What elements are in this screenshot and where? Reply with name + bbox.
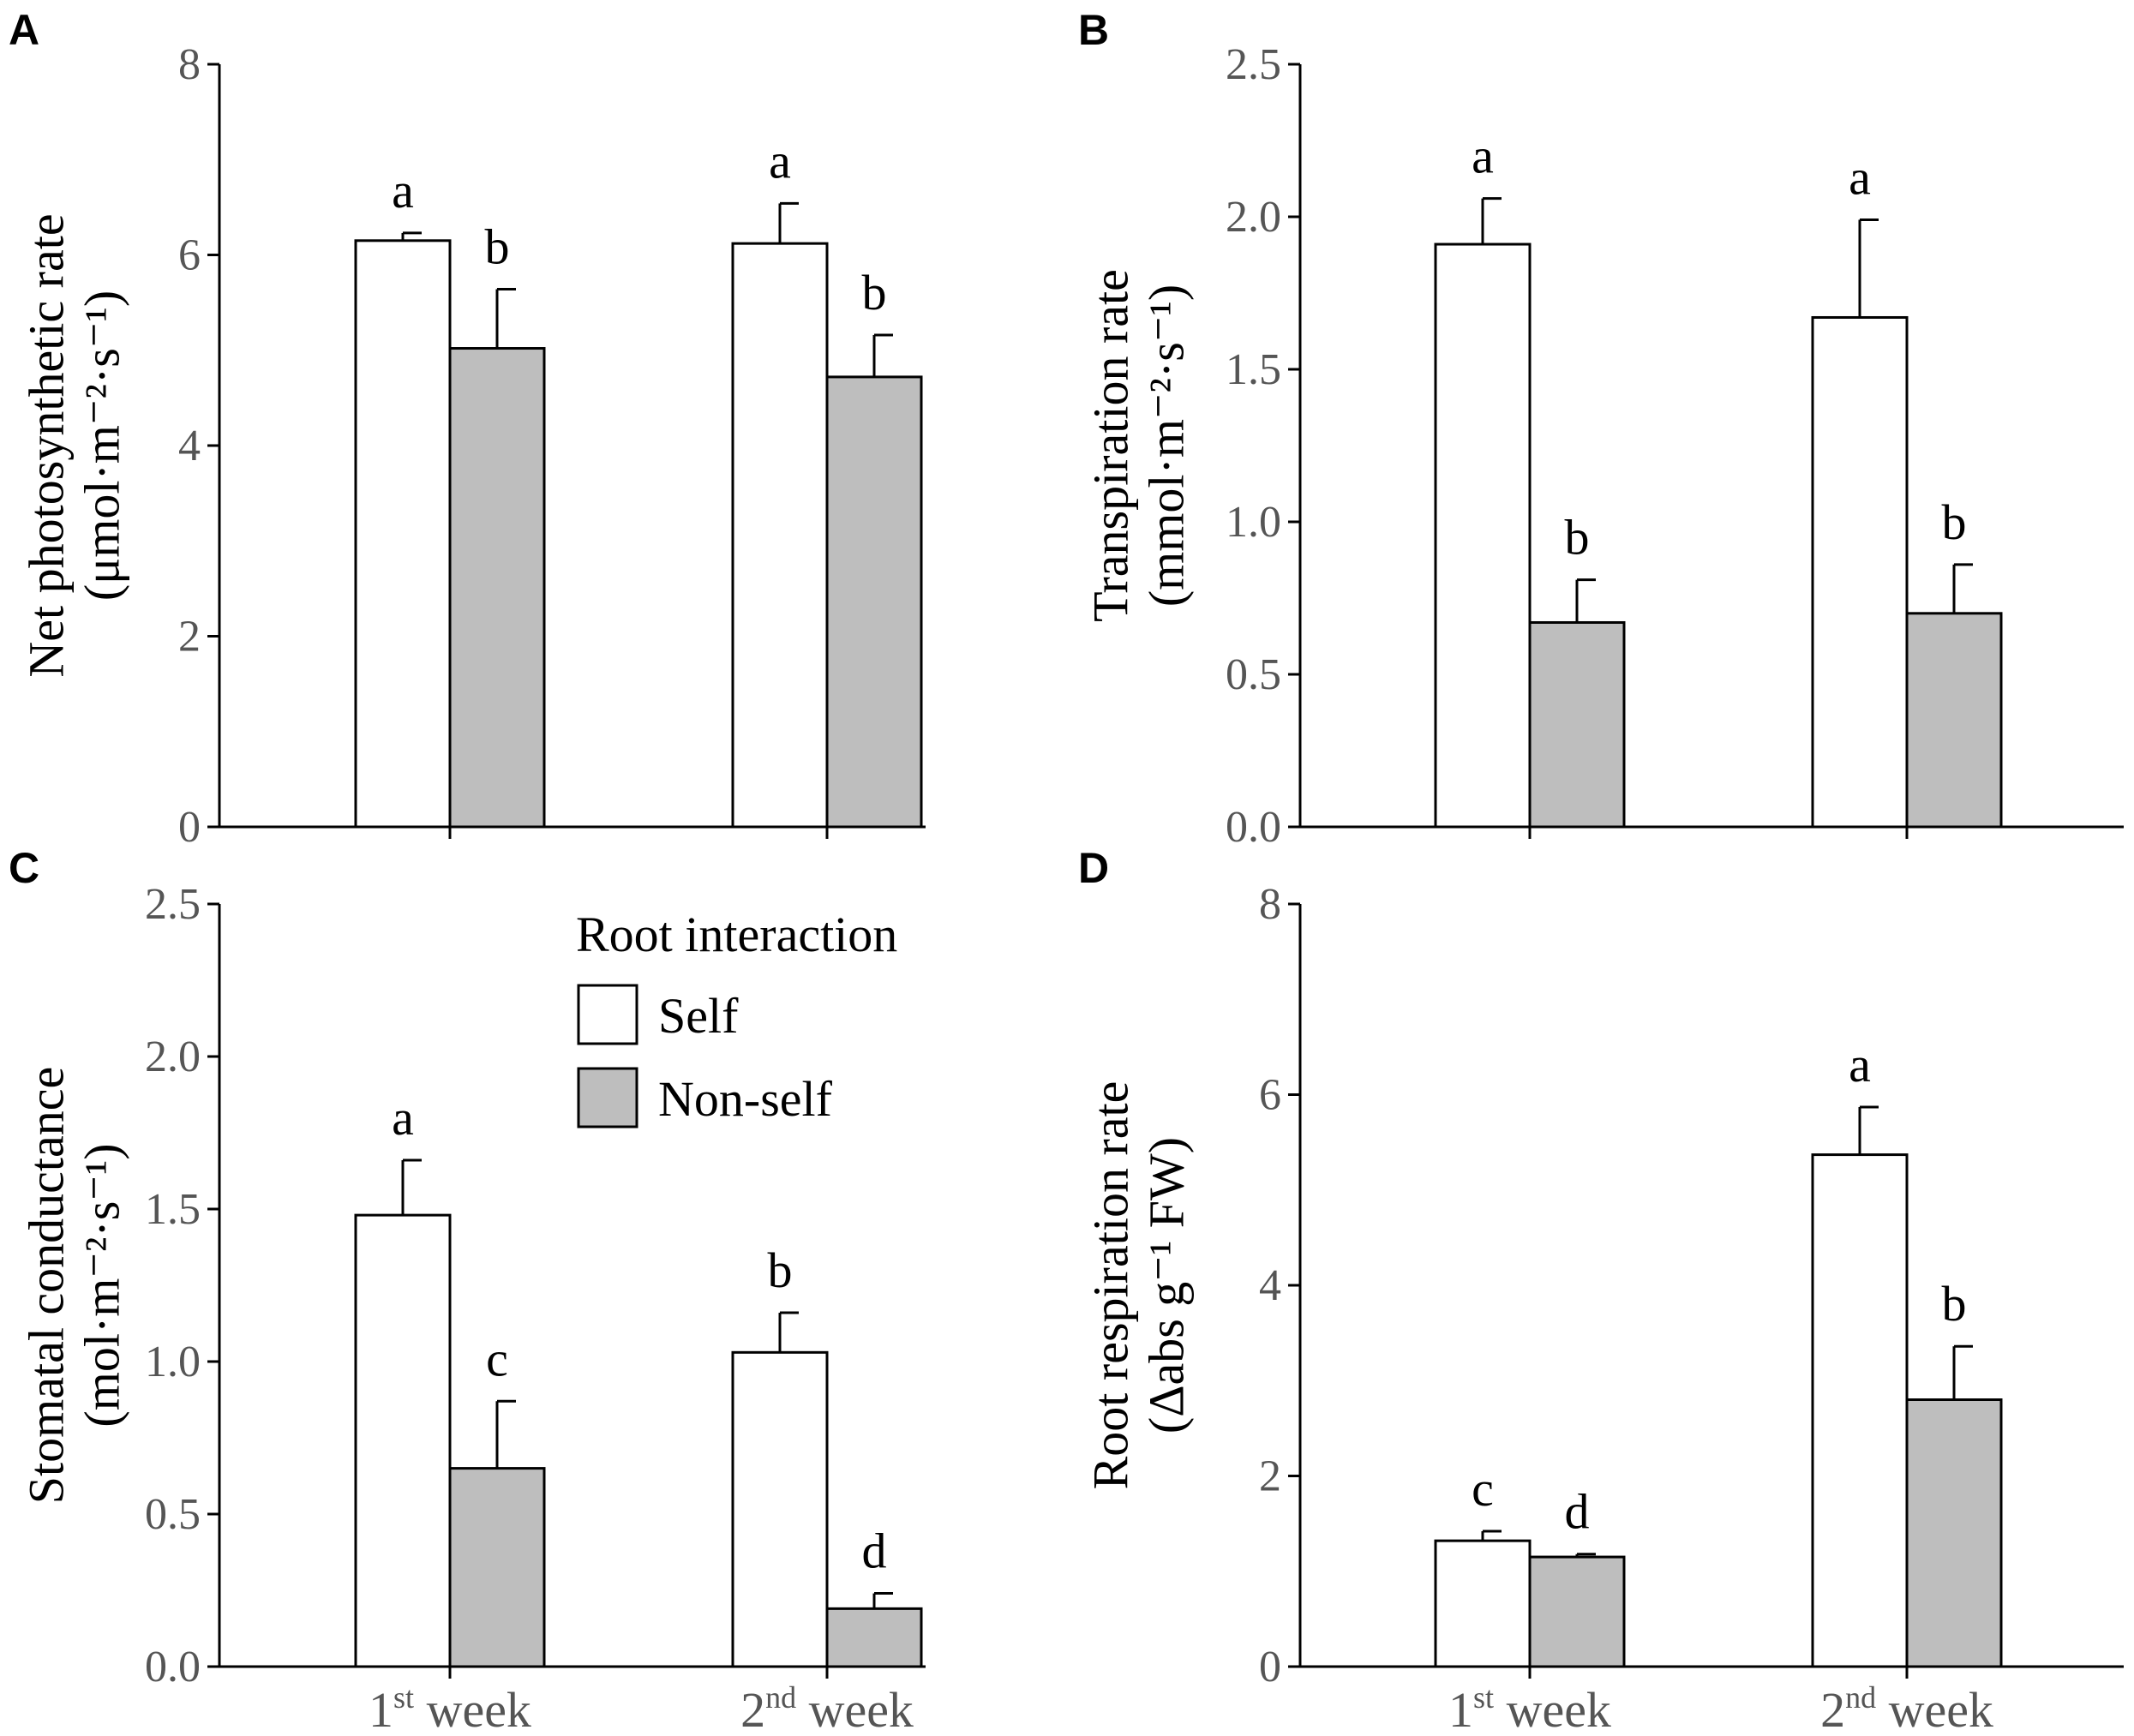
significance-letter: b bbox=[768, 1242, 793, 1298]
category-number: 1 bbox=[1448, 1682, 1473, 1736]
y-tick-label: 4 bbox=[178, 422, 201, 470]
bar-self bbox=[731, 1350, 829, 1668]
bar-self bbox=[1811, 315, 1909, 829]
y-axis-unit: (mmol·m⁻²·s⁻¹) bbox=[1138, 284, 1194, 607]
category-number: 2 bbox=[1820, 1682, 1845, 1736]
x-category-label: 1st week bbox=[369, 1680, 531, 1736]
legend-swatch-self bbox=[577, 984, 638, 1045]
panel-letter: B bbox=[1078, 6, 1109, 54]
bar-nonself bbox=[1528, 1555, 1626, 1668]
bar-self bbox=[354, 239, 452, 829]
legend: Root interaction Self Non-self bbox=[576, 907, 897, 1128]
bar-nonself bbox=[825, 1607, 923, 1668]
significance-letter: b bbox=[862, 265, 887, 320]
significance-letter: b bbox=[1942, 1276, 1967, 1332]
y-tick-label: 0 bbox=[1259, 1643, 1281, 1691]
y-axis-unit: (μmol·m⁻²·s⁻¹) bbox=[74, 290, 129, 601]
bar-self bbox=[1434, 242, 1532, 829]
y-tick-label: 2.0 bbox=[145, 1033, 201, 1081]
y-axis-title: Transpiration rate bbox=[1082, 269, 1138, 622]
y-tick-label: 1.5 bbox=[1226, 345, 1281, 394]
category-suffix: nd bbox=[765, 1680, 796, 1715]
y-tick-label: 1.0 bbox=[145, 1338, 201, 1386]
y-axis-unit: (Δabs g⁻¹ FW) bbox=[1138, 1137, 1194, 1434]
significance-letter: b bbox=[1942, 494, 1967, 550]
category-suffix: nd bbox=[1845, 1680, 1876, 1715]
y-tick-label: 0.5 bbox=[145, 1490, 201, 1539]
y-tick-label: 0.5 bbox=[1226, 650, 1281, 699]
y-tick-label: 2.5 bbox=[1226, 40, 1281, 89]
category-suffix: st bbox=[393, 1680, 414, 1715]
x-category-label: 2nd week bbox=[1820, 1680, 1993, 1736]
significance-letter: d bbox=[1565, 1484, 1590, 1540]
legend-title: Root interaction bbox=[576, 907, 897, 962]
panel-letter: A bbox=[9, 6, 39, 54]
bar-self bbox=[1434, 1539, 1532, 1668]
category-word: week bbox=[1876, 1682, 1993, 1736]
significance-letter: a bbox=[392, 1090, 414, 1146]
significance-letter: a bbox=[1849, 1037, 1871, 1092]
y-axis-title: Root respiration rate bbox=[1082, 1081, 1138, 1490]
y-tick-label: 4 bbox=[1259, 1261, 1281, 1310]
bar-nonself bbox=[825, 375, 923, 829]
significance-letter: c bbox=[486, 1331, 508, 1386]
y-tick-label: 2.5 bbox=[145, 880, 201, 929]
bar-nonself bbox=[448, 347, 546, 829]
significance-letter: a bbox=[392, 163, 414, 218]
category-number: 1 bbox=[369, 1682, 393, 1736]
significance-letter: a bbox=[1472, 129, 1494, 184]
category-word: week bbox=[1494, 1682, 1611, 1736]
y-tick-label: 2 bbox=[178, 613, 201, 661]
bar-self bbox=[731, 242, 829, 829]
y-tick-label: 1.5 bbox=[145, 1185, 201, 1234]
y-tick-label: 8 bbox=[178, 40, 201, 89]
y-tick-label: 6 bbox=[1259, 1071, 1281, 1120]
x-category-label: 2nd week bbox=[740, 1680, 914, 1736]
significance-letter: a bbox=[1849, 150, 1871, 206]
y-tick-label: 0.0 bbox=[1226, 803, 1281, 852]
bar-nonself bbox=[1905, 612, 2003, 829]
significance-letter: d bbox=[862, 1523, 887, 1579]
panel-b: B 0.0 0.5 1.0 1.5 2.0 2.5 Transpiration rate (mm… bbox=[1078, 6, 2124, 852]
panel-d: D 0 2 4 6 8 Root respiration rate (Δabs g⁻¹ FW)… bbox=[1078, 844, 2124, 1736]
legend-label-self: Self bbox=[658, 988, 739, 1044]
significance-letter: a bbox=[769, 133, 791, 189]
panel-a: A 0 2 4 6 8 Net photosynthetic rate (μmol·m⁻²·s… bbox=[9, 6, 926, 852]
y-tick-label: 6 bbox=[178, 231, 201, 280]
significance-letter: b bbox=[1565, 510, 1590, 566]
bar-nonself bbox=[448, 1467, 546, 1668]
y-tick-label: 0 bbox=[178, 803, 201, 852]
category-word: week bbox=[796, 1682, 914, 1736]
y-tick-label: 1.0 bbox=[1226, 498, 1281, 547]
bar-nonself bbox=[1905, 1398, 2003, 1668]
y-axis-title: Net photosynthetic rate bbox=[18, 213, 74, 677]
panel-letter: C bbox=[9, 844, 39, 892]
y-tick-label: 0.0 bbox=[145, 1643, 201, 1691]
category-suffix: st bbox=[1473, 1680, 1494, 1715]
category-number: 2 bbox=[740, 1682, 765, 1736]
bar-self bbox=[1811, 1153, 1909, 1668]
bar-self bbox=[354, 1213, 452, 1668]
y-axis-unit: (mol·m⁻²·s⁻¹) bbox=[74, 1143, 129, 1427]
legend-label-nonself: Non-self bbox=[658, 1071, 833, 1127]
category-word: week bbox=[414, 1682, 531, 1736]
significance-letter: b bbox=[485, 219, 510, 275]
x-category-label: 1st week bbox=[1448, 1680, 1611, 1736]
legend-swatch-nonself bbox=[577, 1067, 638, 1128]
y-axis-title: Stomatal conductance bbox=[18, 1067, 74, 1505]
bar-nonself bbox=[1528, 620, 1626, 829]
panel-letter: D bbox=[1078, 844, 1109, 892]
significance-letter: c bbox=[1472, 1461, 1494, 1517]
y-tick-label: 2.0 bbox=[1226, 193, 1281, 242]
y-tick-label: 8 bbox=[1259, 880, 1281, 929]
panel-c: C 0.0 0.5 1.0 1.5 2.0 2.5 Stomatal conductance(… bbox=[9, 844, 926, 1736]
y-tick-label: 2 bbox=[1259, 1452, 1281, 1501]
